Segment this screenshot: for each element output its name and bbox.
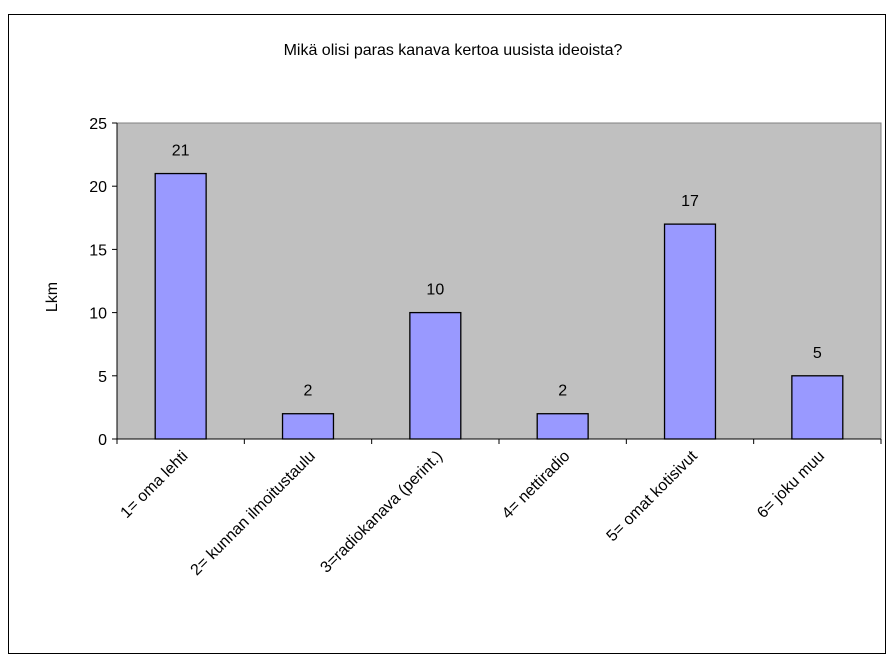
x-tick-label: 4= nettiradio xyxy=(499,448,574,523)
bar-chart: Mikä olisi paras kanava kertoa uusista i… xyxy=(44,42,882,579)
data-label: 2 xyxy=(558,383,567,400)
data-label: 5 xyxy=(813,345,822,362)
data-label: 21 xyxy=(172,143,190,160)
bar xyxy=(281,413,335,440)
y-axis-label: Lkm xyxy=(44,282,61,312)
y-tick-label: 15 xyxy=(89,242,107,259)
data-labels: 21 2 10 2 17 5 xyxy=(172,143,822,400)
x-tick-label: 1= oma lehti xyxy=(118,448,192,522)
chart-frame: Mikä olisi paras kanava kertoa uusista i… xyxy=(8,14,886,654)
plot-area xyxy=(116,122,882,440)
data-label: 10 xyxy=(426,282,444,299)
y-tick-label: 10 xyxy=(89,306,107,323)
bar xyxy=(663,223,717,440)
y-tick-label: 20 xyxy=(89,179,107,196)
bar xyxy=(791,375,844,440)
y-tick-label: 25 xyxy=(89,116,107,133)
bars xyxy=(154,172,844,440)
x-axis xyxy=(116,438,882,444)
x-tick-label: 6= joku muu xyxy=(754,448,828,522)
data-label: 17 xyxy=(681,193,699,210)
y-tick-label: 5 xyxy=(98,369,107,386)
bar xyxy=(536,413,589,440)
data-label: 2 xyxy=(304,383,313,400)
bar xyxy=(409,311,462,440)
y-axis: 0 5 10 15 20 25 xyxy=(89,116,118,449)
bar xyxy=(154,172,207,440)
x-tick-label: 5= omat kotisivut xyxy=(604,447,702,545)
y-tick-label: 0 xyxy=(98,432,107,449)
x-tick-label: 2= kunnan ilmoitustaulu xyxy=(188,448,319,579)
x-tick-label: 3=radiokanava (perint.) xyxy=(317,448,446,577)
chart-title: Mikä olisi paras kanava kertoa uusista i… xyxy=(284,42,623,59)
